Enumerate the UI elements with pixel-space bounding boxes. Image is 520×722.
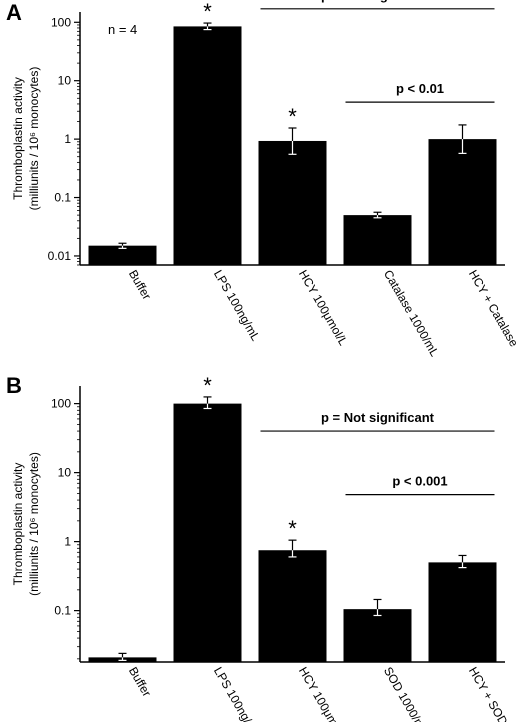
bar (343, 215, 412, 265)
x-tick-label: Buffer (126, 665, 154, 700)
bar (88, 245, 157, 265)
bar (343, 609, 412, 662)
x-tick-label: Buffer (126, 268, 154, 303)
y-axis-title: Thromboplastin activity (11, 77, 25, 200)
bar (258, 140, 327, 265)
significance-star: * (203, 373, 212, 398)
x-tick-label: HCY + Catalase (466, 268, 520, 350)
y-tick-label: 0.1 (54, 604, 71, 618)
n-label: n = 4 (108, 22, 137, 37)
comparison-label: p = Not significant (321, 0, 435, 3)
comparison-label: p < 0.001 (392, 474, 447, 489)
y-tick-label: 0.1 (54, 191, 71, 205)
significance-star: * (288, 104, 297, 129)
x-tick-label: HCY 100μmol/L (296, 268, 351, 349)
bar (258, 550, 327, 662)
bar (428, 139, 497, 265)
significance-star: * (203, 0, 212, 24)
bar (173, 403, 242, 662)
comparison-label: p < 0.01 (396, 81, 444, 96)
y-tick-label: 10 (58, 466, 72, 480)
bar (428, 562, 497, 662)
panel-label: B (6, 373, 22, 398)
y-tick-label: 1 (64, 535, 71, 549)
y-tick-label: 100 (51, 15, 71, 29)
x-tick-label: Catalase 1000/mL (381, 268, 442, 360)
x-tick-label: SOD 1000/mL (381, 665, 431, 722)
panel-a: A 0.01 0.1 1 10 100 Thromboplastin activity (mi… (6, 0, 520, 359)
x-tick-label: LPS 100ng/mL (211, 268, 263, 344)
x-tick-label: LPS 100ng/mL (211, 665, 263, 722)
y-axis-unit: (milliunits / 10⁶ monocytes) (27, 67, 41, 211)
y-tick-label: 0.01 (48, 249, 72, 263)
significance-star: * (288, 516, 297, 541)
y-tick-label: 100 (51, 397, 71, 411)
comparison-label: p = Not significant (321, 410, 435, 425)
x-tick-label: HCY 100μmol/L (296, 665, 351, 722)
y-axis-unit: (milliunits / 10⁶ monocytes) (27, 452, 41, 596)
panel-b: B 0.1 1 10 100 Thromboplastin activity (milliu… (6, 373, 511, 722)
panel-label: A (6, 0, 22, 25)
bar (173, 26, 242, 265)
y-axis-title: Thromboplastin activity (11, 463, 25, 586)
y-tick-label: 10 (58, 74, 72, 88)
y-tick-label: 1 (64, 132, 71, 146)
x-tick-label: HCY + SOD (466, 665, 511, 722)
